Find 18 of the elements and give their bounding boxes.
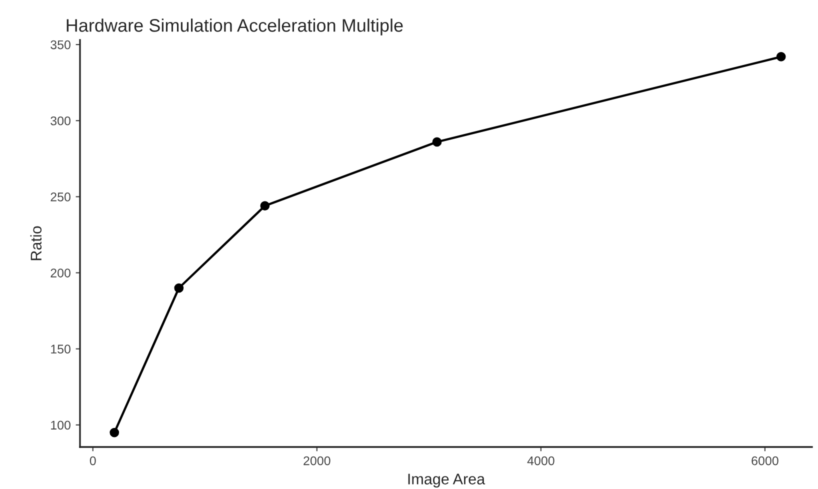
x-tick-label: 6000 <box>752 456 778 466</box>
point <box>776 52 786 62</box>
y-tick-label: 200 <box>50 268 70 278</box>
point <box>260 201 270 211</box>
point <box>432 137 442 147</box>
y-axis-title: Ratio <box>30 226 42 260</box>
y-tick-label: 100 <box>51 420 70 430</box>
x-tick-label: 4000 <box>527 456 554 466</box>
point <box>174 283 184 293</box>
y-tick-label: 150 <box>51 344 70 354</box>
y-tick-label: 300 <box>50 116 70 126</box>
x-axis-title: Image Area <box>408 474 486 488</box>
chart-title: Hardware Simulation Acceleration Multiple <box>66 18 403 36</box>
y-tick-label: 350 <box>50 40 70 50</box>
y-tick-label: 250 <box>50 192 70 202</box>
x-tick-label: 2000 <box>304 456 330 466</box>
point <box>110 428 120 438</box>
x-tick-label: 0 <box>90 456 96 466</box>
